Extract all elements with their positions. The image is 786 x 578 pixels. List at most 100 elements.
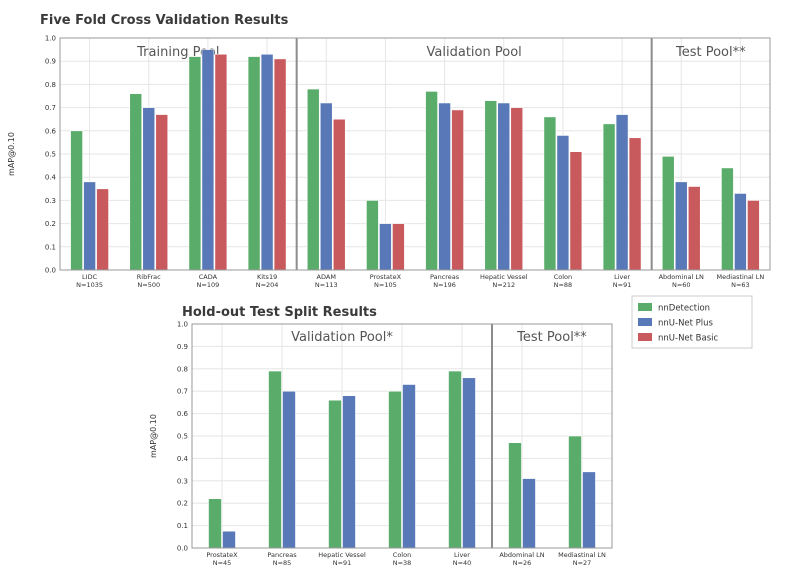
- bar-nnu-net-basic: [451, 109, 464, 271]
- bar-nnu-net-basic: [96, 188, 109, 271]
- pool-label: Validation Pool*: [291, 330, 393, 345]
- x-tick-sublabel: N=88: [554, 281, 573, 289]
- bar-nndetection: [70, 130, 83, 271]
- x-tick-label: Pancreas: [430, 273, 460, 281]
- y-tick-label: 1.0: [177, 321, 188, 329]
- bar-nndetection: [508, 442, 522, 549]
- y-tick-label: 0.2: [177, 500, 188, 508]
- x-tick-label: ProstateX: [370, 273, 402, 281]
- legend-swatch: [638, 333, 652, 341]
- y-tick-label: 0.6: [45, 127, 57, 135]
- bar-nndetection: [366, 200, 379, 271]
- x-tick-label: Mediastinal LN: [558, 551, 606, 559]
- bar-nnu-net-basic: [510, 107, 524, 271]
- bar-nndetection: [388, 390, 402, 549]
- x-tick-sublabel: N=26: [513, 559, 532, 567]
- y-tick-label: 0.7: [45, 104, 56, 112]
- bar-nndetection: [247, 56, 261, 271]
- bar-nnu-net-plus: [342, 395, 356, 549]
- bar-nnu-net-plus: [438, 102, 451, 271]
- x-tick-sublabel: N=40: [453, 559, 472, 567]
- bar-nnu-net-plus: [402, 384, 416, 549]
- bar-nndetection: [721, 167, 734, 271]
- x-tick-label: Abdominal LN: [499, 551, 544, 559]
- x-tick-sublabel: N=113: [315, 281, 338, 289]
- y-tick-label: 0.8: [177, 365, 188, 373]
- bar-nndetection: [425, 91, 438, 271]
- x-tick-sublabel: N=91: [333, 559, 352, 567]
- bar-nnu-net-basic: [155, 114, 169, 271]
- x-tick-sublabel: N=38: [393, 559, 412, 567]
- bar-nnu-net-plus: [142, 107, 156, 271]
- y-tick-label: 0.3: [177, 477, 188, 485]
- x-tick-sublabel: N=500: [137, 281, 160, 289]
- y-tick-label: 1.0: [45, 35, 56, 43]
- y-tick-label: 0.4: [45, 174, 57, 182]
- legend-swatch: [638, 318, 652, 326]
- plot-frame: [191, 323, 613, 549]
- x-tick-sublabel: N=105: [374, 281, 397, 289]
- x-tick-label: CADA: [199, 273, 218, 281]
- y-tick-label: 0.6: [177, 410, 189, 418]
- bar-nnu-net-basic: [214, 53, 228, 271]
- x-tick-label: Colon: [393, 551, 411, 559]
- y-tick-label: 0.5: [177, 433, 188, 441]
- y-tick-label: 0.7: [177, 388, 188, 396]
- bar-nnu-net-plus: [497, 102, 511, 271]
- bar-nndetection: [448, 370, 462, 549]
- chart-title: Hold-out Test Split Results: [182, 305, 377, 320]
- bar-nnu-net-plus: [556, 135, 570, 271]
- pool-label: Validation Pool: [427, 45, 522, 60]
- x-tick-label: Liver: [454, 551, 470, 559]
- x-tick-label: Hepatic Vessel: [480, 273, 528, 281]
- bar-nnu-net-basic: [747, 200, 760, 271]
- bar-nnu-net-plus: [319, 102, 333, 271]
- chart-2: Hold-out Test Split Results 0.0 0.1 0.2 0.3 0…: [149, 305, 613, 567]
- bar-nnu-net-plus: [201, 49, 215, 271]
- legend-entry: nnDetection: [658, 304, 710, 314]
- x-tick-label: Colon: [554, 273, 572, 281]
- legend-entry: nnU-Net Plus: [658, 319, 714, 329]
- legend: nnDetection nnU-Net Plus nnU-Net Basic: [631, 295, 753, 349]
- y-tick-label: 0.4: [177, 455, 189, 463]
- bar-nndetection: [328, 399, 342, 549]
- y-axis-label: mAP@0.10: [7, 132, 16, 176]
- y-tick-label: 0.0: [177, 545, 188, 553]
- bar-nnu-net-plus: [282, 390, 296, 549]
- bar-nnu-net-basic: [273, 58, 287, 271]
- y-axis-label: mAP@0.10: [149, 414, 158, 458]
- y-tick-label: 0.3: [45, 197, 56, 205]
- x-tick-sublabel: N=109: [197, 281, 220, 289]
- bar-nnu-net-plus: [734, 193, 747, 271]
- y-tick-label: 0.9: [177, 343, 188, 351]
- bar-nndetection: [484, 100, 498, 271]
- x-tick-label: Pancreas: [267, 551, 297, 559]
- bar-nndetection: [543, 116, 557, 271]
- x-tick-label: Abdominal LN: [659, 273, 704, 281]
- x-tick-sublabel: N=85: [273, 559, 292, 567]
- x-tick-sublabel: N=1035: [76, 281, 103, 289]
- bar-nnu-net-basic: [569, 151, 583, 271]
- x-tick-sublabel: N=45: [213, 559, 232, 567]
- x-tick-sublabel: N=196: [433, 281, 456, 289]
- bar-nnu-net-basic: [687, 186, 701, 271]
- x-tick-sublabel: N=204: [256, 281, 279, 289]
- chart-title: Five Fold Cross Validation Results: [40, 13, 289, 28]
- y-tick-label: 0.0: [45, 267, 56, 275]
- pool-label: Test Pool**: [516, 330, 587, 345]
- x-tick-sublabel: N=27: [573, 559, 592, 567]
- plot-frame: [59, 37, 771, 271]
- bar-nndetection: [602, 123, 616, 271]
- bar-nnu-net-plus: [379, 223, 392, 271]
- x-tick-label: Kits19: [257, 273, 277, 281]
- y-tick-label: 0.5: [45, 151, 56, 159]
- bar-nnu-net-plus: [222, 530, 236, 549]
- bar-nndetection: [306, 88, 320, 271]
- bar-nndetection: [268, 370, 282, 549]
- x-tick-label: Hepatic Vessel: [318, 551, 366, 559]
- bar-nndetection: [129, 93, 143, 271]
- bar-nnu-net-plus: [615, 114, 629, 271]
- x-tick-label: Mediastinal LN: [717, 273, 765, 281]
- x-tick-sublabel: N=212: [492, 281, 515, 289]
